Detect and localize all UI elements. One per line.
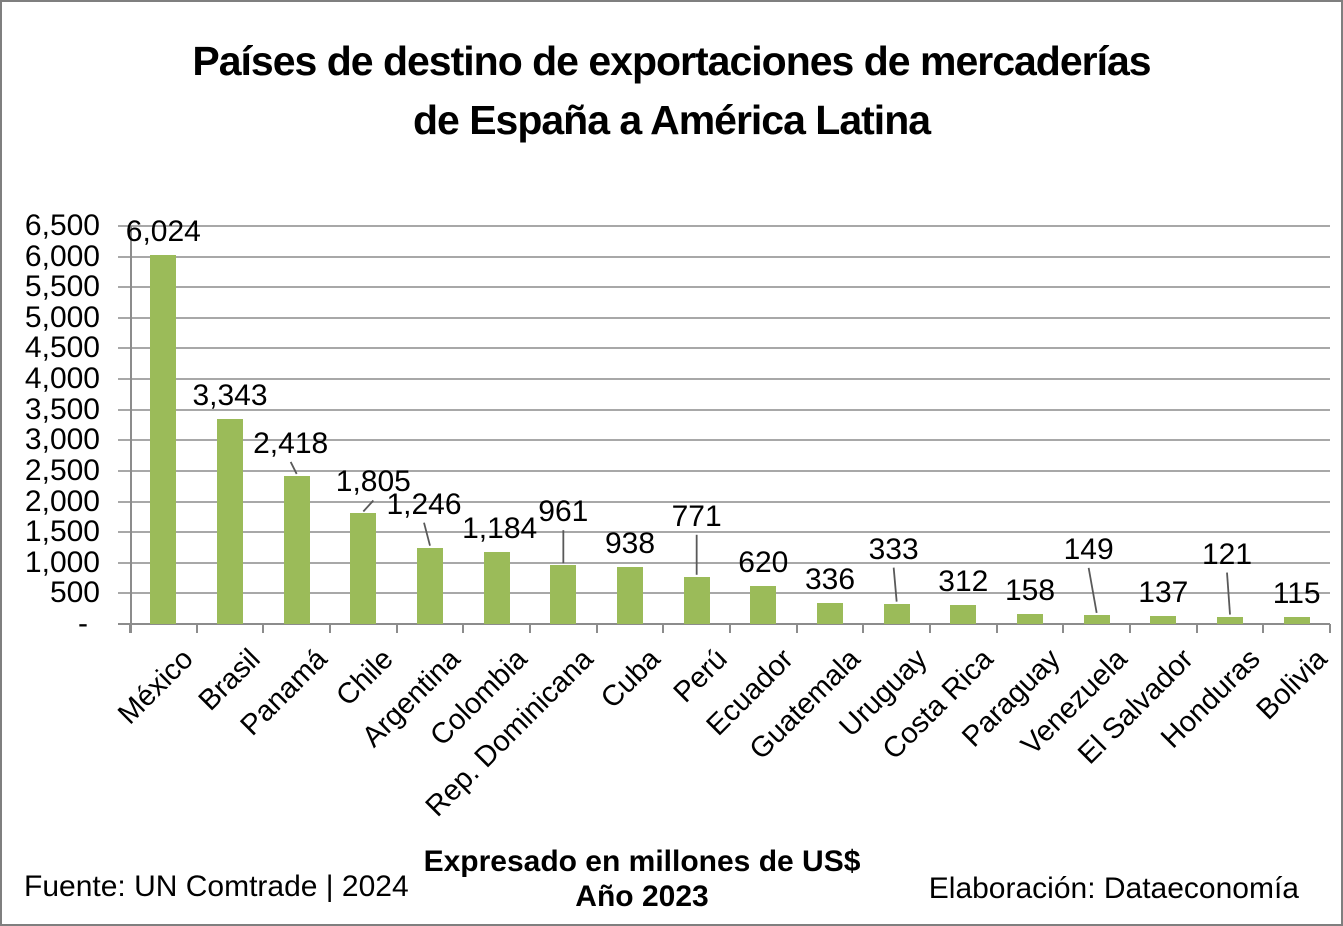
y-axis-tick-label: 3,500 bbox=[24, 392, 100, 426]
x-axis-tick bbox=[1262, 624, 1265, 633]
bar bbox=[417, 547, 443, 624]
bar bbox=[817, 603, 843, 624]
bar-value-label: 771 bbox=[671, 499, 722, 533]
bar-value-label: 938 bbox=[604, 526, 656, 560]
gridline bbox=[118, 500, 1330, 503]
bar-value-label: 1,184 bbox=[462, 511, 538, 545]
gridline bbox=[118, 439, 1330, 442]
x-axis-line bbox=[118, 623, 1330, 625]
bar-value-label: 336 bbox=[804, 563, 856, 597]
bar bbox=[617, 566, 643, 624]
bar bbox=[483, 551, 510, 624]
chart-title: Países de destino de exportaciones de me… bbox=[2, 32, 1341, 150]
chart-title-line1: Países de destino de exportaciones de me… bbox=[192, 38, 1151, 84]
bar bbox=[883, 603, 910, 624]
y-axis-tick-label: 5,000 bbox=[24, 300, 100, 334]
y-axis-tick-label: 2,500 bbox=[24, 453, 100, 487]
bar-value-label: 2,418 bbox=[253, 426, 329, 460]
gridline bbox=[118, 531, 1330, 534]
x-axis-tick bbox=[662, 624, 665, 633]
gridline bbox=[118, 347, 1330, 350]
x-axis-tick bbox=[595, 624, 598, 633]
units-note: Expresado en millones de US$ Año 2023 bbox=[342, 844, 942, 914]
bar-value-label: 6,024 bbox=[125, 215, 201, 249]
gridline bbox=[118, 316, 1330, 319]
bar bbox=[550, 565, 577, 624]
bar bbox=[950, 604, 977, 624]
credit-note: Elaboración: Dataeconomía bbox=[928, 872, 1299, 905]
bar-value-label: 1,805 bbox=[335, 465, 411, 499]
gridline bbox=[118, 378, 1330, 381]
units-note-line2: Año 2023 bbox=[575, 880, 709, 913]
gridline bbox=[118, 286, 1330, 289]
x-axis-tick bbox=[929, 624, 931, 633]
x-axis-tick bbox=[1062, 624, 1065, 633]
y-axis-tick-label: 5,500 bbox=[24, 270, 100, 304]
source-note: Fuente: UN Comtrade | 2024 bbox=[24, 870, 409, 903]
gridline bbox=[118, 592, 1330, 595]
y-axis-tick-label: 1,000 bbox=[24, 545, 100, 579]
y-axis-tick-label: 500 bbox=[49, 576, 100, 610]
bar-value-label: 158 bbox=[1004, 574, 1056, 608]
bar bbox=[683, 576, 710, 624]
bar-value-label: 115 bbox=[1272, 576, 1321, 610]
bar-value-label: 121 bbox=[1201, 537, 1253, 571]
bar bbox=[1017, 614, 1043, 624]
y-axis-tick-label: 1,500 bbox=[24, 515, 100, 549]
y-axis-tick-label: 4,000 bbox=[24, 362, 100, 396]
x-axis-tick bbox=[462, 624, 465, 633]
bar bbox=[217, 419, 243, 624]
bar-value-label: 312 bbox=[938, 564, 989, 598]
x-axis-tick bbox=[262, 624, 265, 633]
gridline bbox=[118, 561, 1330, 564]
x-axis-tick bbox=[1329, 624, 1331, 633]
x-axis-tick bbox=[795, 624, 798, 633]
x-axis-tick bbox=[329, 624, 331, 633]
bar bbox=[1083, 614, 1110, 624]
y-axis-tick-label: 4,500 bbox=[24, 331, 100, 365]
x-axis-tick bbox=[395, 624, 398, 633]
gridline bbox=[118, 469, 1330, 472]
x-axis-tick bbox=[1129, 624, 1131, 633]
bar-value-label: 333 bbox=[868, 532, 919, 566]
y-axis-line bbox=[130, 226, 132, 633]
bar-value-label: 3,343 bbox=[192, 379, 268, 413]
x-axis-tick bbox=[1195, 624, 1198, 633]
x-axis-tick bbox=[529, 624, 531, 633]
gridline bbox=[118, 408, 1330, 411]
y-axis-tick-label: 6,500 bbox=[24, 209, 100, 242]
y-axis-tick-label: 6,000 bbox=[24, 239, 100, 273]
x-axis-tick bbox=[862, 624, 865, 633]
x-axis-tick bbox=[995, 624, 998, 633]
bar bbox=[750, 586, 777, 624]
leader-line bbox=[289, 461, 298, 475]
y-axis-tick-label: - bbox=[78, 607, 88, 640]
units-note-line1: Expresado en millones de US$ bbox=[423, 845, 861, 878]
bar-value-label: 149 bbox=[1063, 532, 1114, 566]
bar bbox=[283, 475, 310, 624]
bar-value-label: 620 bbox=[738, 546, 789, 580]
x-axis-tick bbox=[129, 624, 131, 633]
y-axis-tick-label: 3,000 bbox=[24, 423, 100, 457]
bar-value-label: 1,246 bbox=[386, 487, 462, 521]
bar bbox=[1217, 616, 1243, 624]
bar bbox=[1150, 615, 1177, 624]
bar-value-label: 961 bbox=[538, 495, 589, 529]
bar bbox=[350, 513, 377, 624]
x-axis-tick bbox=[729, 624, 731, 633]
gridline bbox=[118, 255, 1330, 258]
bar-value-label: 137 bbox=[1138, 575, 1189, 609]
bar bbox=[1283, 616, 1310, 624]
gridline bbox=[118, 225, 1330, 227]
y-axis-tick-label: 2,000 bbox=[24, 484, 100, 518]
x-axis-tick bbox=[195, 624, 198, 633]
chart-title-line2: de España a América Latina bbox=[412, 97, 931, 143]
bar bbox=[150, 255, 177, 624]
